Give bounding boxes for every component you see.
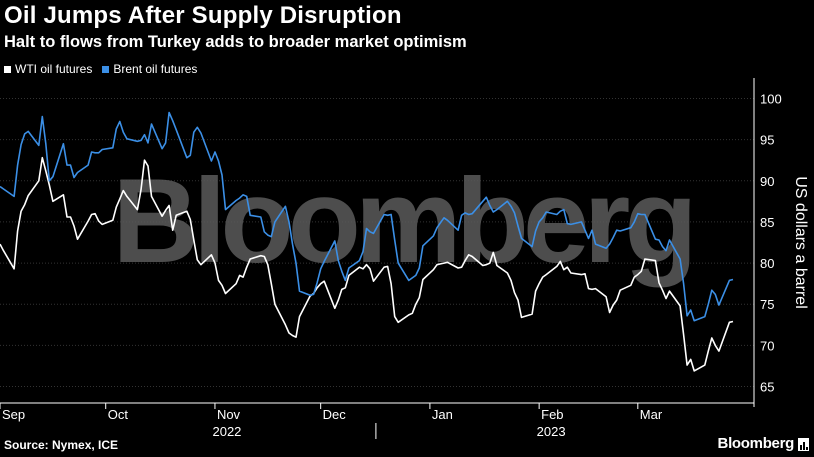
series-line-wti [0,156,734,372]
legend-swatch-wti [4,65,11,73]
year-label: 2022 [212,424,241,439]
legend-label-wti: WTI oil futures [15,62,93,76]
x-tick-label: Oct [108,407,129,422]
x-tick-label: Dec [323,407,347,422]
chart-title: Oil Jumps After Supply Disruption [4,2,402,29]
y-tick-label: 85 [760,215,774,230]
legend-swatch-brent [102,65,110,73]
chart-legend: WTI oil futures Brent oil futures [4,62,197,76]
legend-item-brent: Brent oil futures [102,62,197,76]
year-label: 2023 [537,424,566,439]
source-note: Source: Nymex, ICE [4,438,119,452]
brand-logo-text: Bloomberg [717,435,795,452]
x-tick-label: Nov [217,407,241,422]
bar-chart-icon [798,438,809,451]
x-tick-label: Sep [2,407,25,422]
x-tick-label: Jan [432,407,453,422]
legend-label-brent: Brent oil futures [113,62,198,76]
y-tick-label: 70 [760,338,774,353]
bloomberg-watermark: Bloomberg [112,154,691,288]
y-tick-label: 100 [760,91,782,106]
y-tick-label: 95 [760,133,774,148]
x-tick-label: Mar [640,407,663,422]
series-line-brent [0,111,734,322]
y-tick-label: 75 [760,297,774,312]
y-tick-label: 65 [760,380,774,395]
y-tick-label: 80 [760,256,774,271]
chart-subtitle: Halt to flows from Turkey adds to broade… [4,33,467,51]
y-tick-label: 90 [760,174,774,189]
legend-item-wti: WTI oil futures [4,62,92,76]
y-axis-label: US dollars a barrel [792,176,809,309]
x-tick-label: Feb [541,407,563,422]
